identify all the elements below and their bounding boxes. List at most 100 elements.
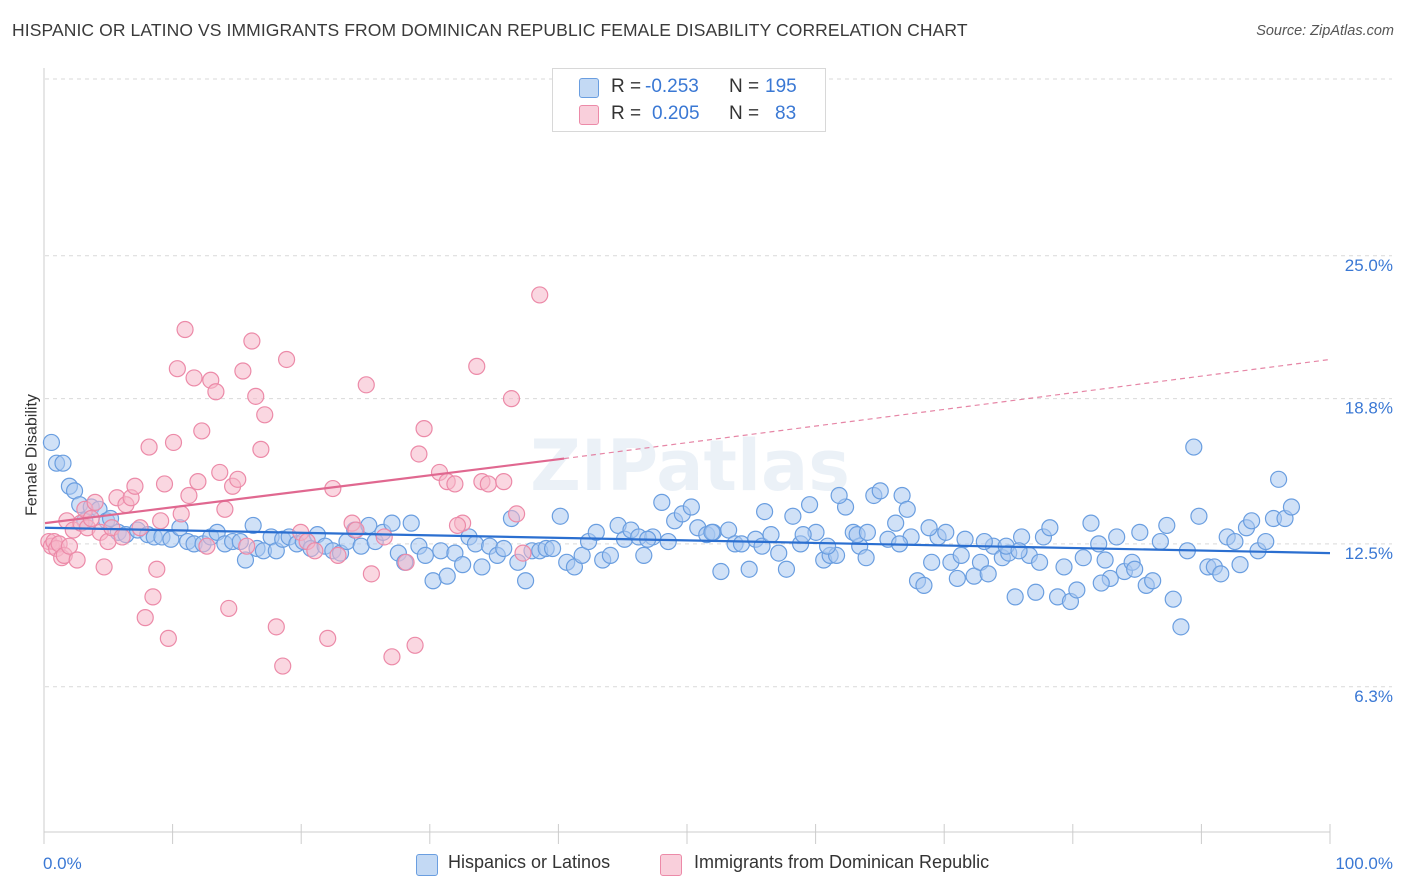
legend-n-label: N = <box>729 103 760 124</box>
data-point <box>1006 588 1024 606</box>
source-label: Source: ZipAtlas.com <box>1256 23 1394 39</box>
data-point <box>979 565 997 583</box>
data-point <box>247 387 265 405</box>
data-point <box>180 486 198 505</box>
data-point <box>126 477 144 495</box>
legend-r-label: R = <box>611 76 642 97</box>
data-point <box>543 539 562 558</box>
data-point <box>755 503 774 521</box>
data-point <box>306 542 324 560</box>
bottom-legend-swatch-blue <box>416 854 438 876</box>
data-point <box>216 500 234 518</box>
data-point <box>466 535 485 553</box>
trend-line-dominican <box>44 457 565 525</box>
tick-labels: 6.3% 12.5% 18.8% 25.0% 0.0% 100.0% <box>43 256 1393 873</box>
data-point <box>923 553 941 571</box>
data-point <box>1282 498 1301 516</box>
data-point <box>1012 528 1031 546</box>
data-point <box>1041 519 1059 537</box>
data-point <box>1172 618 1190 636</box>
data-point <box>915 576 933 594</box>
data-point <box>1108 528 1126 546</box>
data-point <box>211 463 229 482</box>
bottom-legend-label: Hispanics or Latinos <box>448 852 611 872</box>
data-point <box>329 546 347 565</box>
data-point <box>898 500 916 518</box>
data-point <box>1164 590 1182 608</box>
data-point <box>193 422 211 440</box>
data-point <box>1074 549 1092 567</box>
data-point <box>956 530 974 548</box>
data-point <box>1212 565 1230 583</box>
data-point <box>136 609 154 627</box>
data-point <box>1231 556 1249 574</box>
data-point <box>495 539 513 558</box>
data-point <box>1243 512 1261 530</box>
data-point <box>659 532 677 551</box>
data-point <box>229 470 247 488</box>
data-point <box>234 362 252 380</box>
data-point <box>818 537 837 555</box>
legend-row-dominican: R = 0.205 N = 83 <box>553 102 825 126</box>
data-point <box>383 514 401 532</box>
legend-n-value: 83 <box>775 103 797 124</box>
data-point <box>446 475 464 493</box>
grid-lines <box>45 78 1392 688</box>
data-point <box>937 523 955 541</box>
data-point <box>794 526 812 544</box>
legend-row-hispanics: R = -0.253 N = 195 <box>553 75 825 99</box>
data-point <box>168 360 186 378</box>
data-point <box>432 542 450 560</box>
data-point <box>1158 516 1176 535</box>
y-tick-label: 12.5% <box>1345 544 1393 563</box>
data-point <box>516 572 535 590</box>
data-point <box>277 350 296 369</box>
y-tick-label: 6.3% <box>1354 687 1393 706</box>
data-point <box>60 537 79 555</box>
data-point <box>1226 532 1244 551</box>
data-point <box>438 567 456 585</box>
data-point <box>682 498 700 516</box>
data-point <box>871 482 889 500</box>
data-point <box>1082 514 1100 532</box>
data-point <box>857 549 875 567</box>
data-point <box>68 551 86 569</box>
data-point <box>635 546 653 565</box>
legend-n-value: 195 <box>765 76 797 97</box>
data-point <box>1269 470 1288 488</box>
data-point <box>473 558 491 576</box>
data-point <box>1096 551 1114 569</box>
trend-line-hispanics <box>44 526 1331 555</box>
data-point <box>415 420 433 438</box>
data-point <box>172 505 190 523</box>
data-point <box>416 546 434 565</box>
data-point <box>198 537 216 555</box>
data-point <box>1144 572 1162 590</box>
data-point <box>267 618 285 636</box>
data-point <box>1068 581 1086 599</box>
data-point <box>238 537 256 555</box>
data-point <box>1027 583 1045 601</box>
data-point <box>740 560 758 578</box>
legend-n-label: N = <box>729 76 760 97</box>
legend-swatch-pink <box>579 105 599 125</box>
data-point <box>948 569 966 588</box>
data-point <box>383 648 401 666</box>
data-point <box>573 546 591 565</box>
chart-title: HISPANIC OR LATINO VS IMMIGRANTS FROM DO… <box>12 20 968 40</box>
data-point <box>830 486 848 505</box>
data-point <box>479 475 497 493</box>
data-point <box>113 528 131 546</box>
data-point <box>95 558 113 576</box>
data-point <box>1185 438 1203 456</box>
data-point <box>86 493 104 511</box>
data-point <box>712 562 730 581</box>
data-point <box>502 390 521 408</box>
axes <box>43 68 1331 844</box>
data-point <box>1131 523 1149 541</box>
data-point <box>920 519 938 537</box>
data-point <box>858 523 877 541</box>
data-point <box>207 383 225 401</box>
data-point <box>347 521 365 539</box>
data-point <box>1030 553 1049 571</box>
